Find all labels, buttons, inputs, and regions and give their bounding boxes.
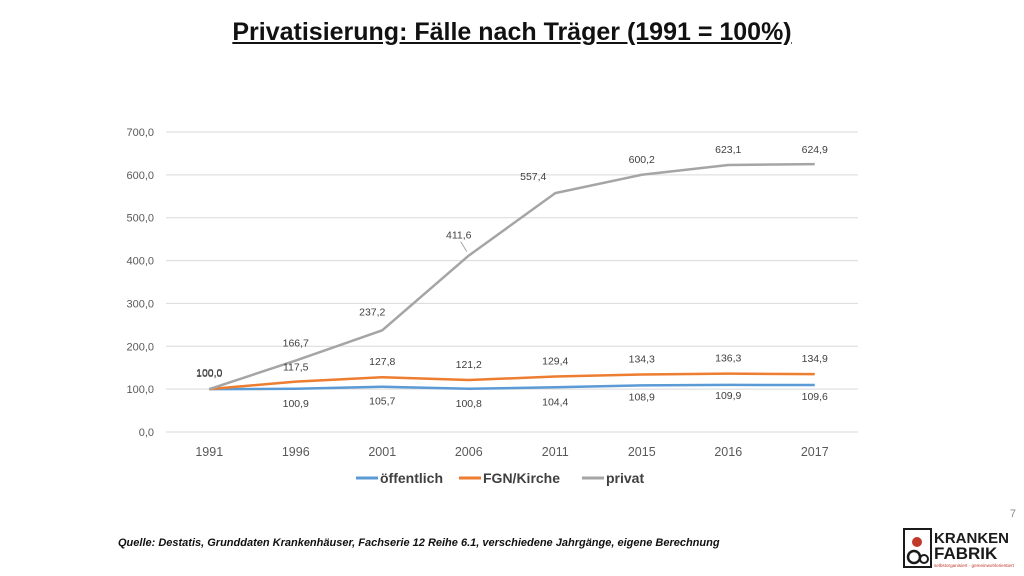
label-leader: [460, 241, 468, 252]
data-label: 134,9: [802, 353, 828, 365]
series-line: [209, 372, 815, 391]
x-axis-ticks: 1991 1996 2001 2006 2011 2015 2016 2017: [195, 445, 828, 459]
data-label: 117,5: [283, 362, 309, 374]
legend-label: FGN/Kirche: [483, 470, 560, 486]
data-label: 100,8: [456, 398, 482, 410]
data-label: 166,7: [283, 338, 309, 350]
data-label: 623,1: [715, 144, 741, 156]
x-tick-label: 2015: [628, 445, 656, 459]
y-tick-label: 200,0: [126, 341, 154, 353]
data-label: 600,2: [629, 154, 655, 166]
x-tick-label: 2006: [455, 445, 483, 459]
data-label: 104,4: [542, 396, 568, 408]
data-label: 237,2: [359, 306, 385, 318]
line-chart: 0,0 100,0 200,0 300,0 400,0 500,0 600,0 700,0 1…: [126, 127, 858, 486]
series-line: [209, 383, 815, 391]
data-label: 109,6: [802, 391, 828, 403]
x-tick-label: 2017: [801, 445, 829, 459]
data-label: 134,3: [629, 353, 655, 365]
data-label: 624,9: [802, 144, 828, 156]
x-tick-label: 1996: [282, 445, 310, 459]
series-lines: [208, 162, 815, 391]
x-tick-label: 1991: [195, 445, 223, 459]
data-labels: 100,9 105,7 100,8 104,4 108,9 109,9 109,6 100,0…: [196, 144, 828, 410]
data-label: 108,9: [629, 391, 655, 403]
data-label: 136,3: [715, 353, 741, 365]
data-label: 109,9: [715, 390, 741, 402]
legend-label: öffentlich: [380, 470, 443, 486]
data-label: 100,0: [196, 367, 222, 379]
series-line: [208, 162, 815, 391]
data-label: 127,8: [369, 356, 395, 368]
y-tick-label: 0,0: [139, 427, 154, 439]
svg-text:FABRIK: FABRIK: [934, 544, 998, 563]
legend: öffentlich FGN/Kirche privat: [356, 470, 644, 486]
y-tick-label: 600,0: [126, 170, 154, 182]
data-label: 557,4: [520, 171, 546, 183]
chart-title: Privatisierung: Fälle nach Träger (1991 …: [232, 18, 792, 46]
y-tick-label: 400,0: [126, 256, 154, 268]
krankenfabrik-logo: KRANKEN FABRIK selbstorganisiert · gemei…: [903, 528, 1015, 568]
svg-text:KRANKEN: KRANKEN: [934, 530, 1009, 547]
x-tick-label: 2016: [714, 445, 742, 459]
data-label: 121,2: [456, 359, 482, 371]
y-tick-label: 100,0: [126, 384, 154, 396]
data-label: 411,6: [446, 230, 472, 242]
y-tick-label: 700,0: [126, 127, 154, 139]
y-tick-label: 300,0: [126, 298, 154, 310]
legend-label: privat: [606, 470, 644, 486]
source-note: Quelle: Destatis, Grunddaten Krankenhäus…: [118, 537, 720, 549]
data-label: 105,7: [369, 396, 395, 408]
page-number: 7: [1009, 508, 1016, 520]
svg-text:selbstorganisiert · gemeinwohl: selbstorganisiert · gemeinwohlorientiert: [934, 563, 1015, 568]
data-label: 100,0: [196, 368, 222, 380]
y-tick-label: 500,0: [126, 213, 154, 225]
data-label: 129,4: [542, 356, 568, 368]
x-tick-label: 2011: [542, 445, 569, 459]
x-tick-label: 2001: [368, 445, 396, 459]
data-label: 100,9: [283, 398, 309, 410]
y-axis-ticks: 0,0 100,0 200,0 300,0 400,0 500,0 600,0 700,0: [126, 127, 154, 439]
